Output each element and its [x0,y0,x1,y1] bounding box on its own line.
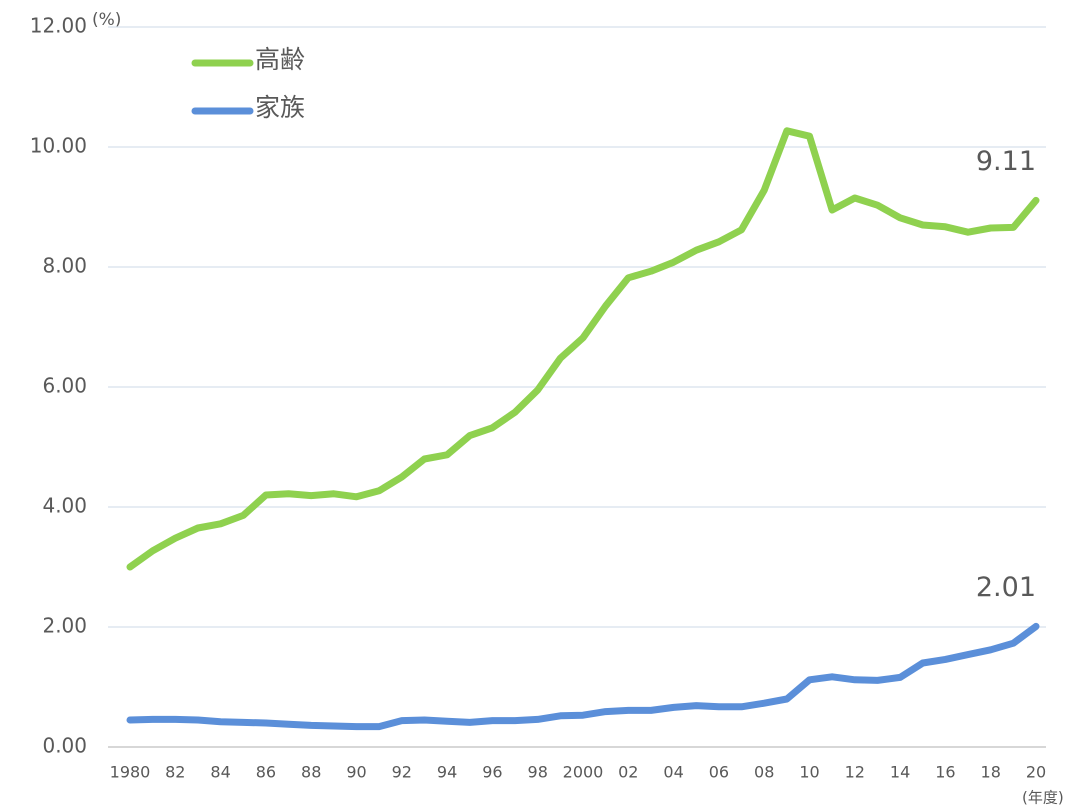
legend-label: 高齢 [255,45,305,74]
data-line [126,622,1040,731]
y-unit: (%) [92,10,121,30]
x-tick-label: 90 [346,763,366,782]
x-tick-label: 08 [754,763,774,782]
x-tick-label: 98 [528,763,548,782]
data-label: 2.01 [976,572,1036,603]
data-label: 9.11 [976,146,1036,177]
x-tick-label: 14 [890,763,910,782]
x-tick-label: 88 [301,763,321,782]
x-tick-label: 86 [256,763,276,782]
y-tick-label: 6.00 [42,374,87,398]
x-unit: (年度) [1022,789,1064,807]
data-line [126,127,1040,571]
y-tick-label: 8.00 [42,254,87,278]
y-tick-label: 2.00 [42,614,87,638]
x-tick-label: 92 [392,763,412,782]
y-tick-label: 0.00 [42,734,87,758]
x-tick-label: 10 [799,763,819,782]
x-tick-label: 18 [981,763,1001,782]
x-tick-label: 06 [709,763,729,782]
y-tick-label: 10.00 [30,134,87,158]
x-tick-label: 12 [845,763,865,782]
x-tick-label: 20 [1026,763,1046,782]
x-tick-label: 2000 [563,763,604,782]
x-tick-label: 16 [935,763,955,782]
x-tick-label: 84 [210,763,230,782]
legend-label: 家族 [255,93,305,122]
x-tick-label: 82 [165,763,185,782]
x-tick-label: 96 [482,763,502,782]
x-tick-label: 94 [437,763,457,782]
y-tick-label: 12.00 [30,14,87,38]
x-tick-label: 02 [618,763,638,782]
y-tick-label: 4.00 [42,494,87,518]
x-tick-label: 04 [663,763,683,782]
x-tick-label: 1980 [110,763,151,782]
